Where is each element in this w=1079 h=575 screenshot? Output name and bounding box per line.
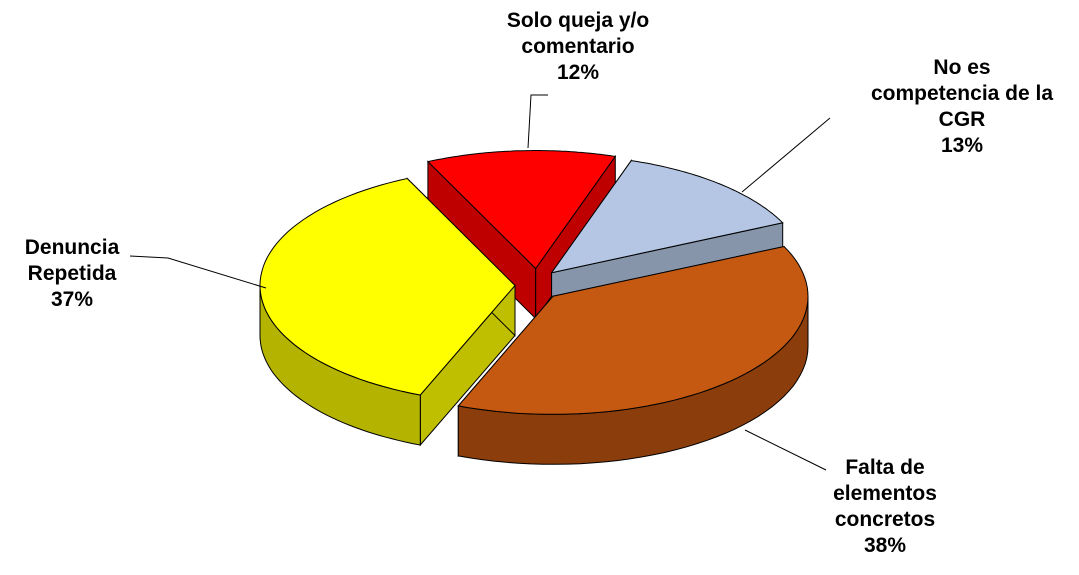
value-label: 37% <box>50 288 94 311</box>
leader-line <box>527 94 548 149</box>
value-label: 13% <box>940 134 984 157</box>
slice-label: Solo queja y/o comentario 12% <box>498 8 658 86</box>
leader-line <box>741 117 831 193</box>
category-label: No es competencia de la CGR <box>870 56 1054 131</box>
slice <box>259 177 516 447</box>
category-label: Solo queja y/o comentario <box>506 9 650 58</box>
slice-label: Falta de elementos concretos 38% <box>825 455 945 559</box>
slice-top <box>259 177 516 396</box>
slice-label: No es competencia de la CGR 13% <box>868 55 1056 159</box>
leader-line <box>129 255 267 289</box>
category-label: Denuncia Repetida <box>24 236 120 285</box>
slice-top <box>457 245 809 415</box>
slice-top <box>550 160 784 274</box>
category-label: Falta de elementos concretos <box>833 456 937 531</box>
value-label: 38% <box>863 534 907 557</box>
leader-line <box>744 429 827 471</box>
slice <box>457 245 809 465</box>
slice-label: Denuncia Repetida 37% <box>17 235 127 313</box>
slice-top <box>426 150 617 270</box>
value-label: 12% <box>556 61 600 84</box>
